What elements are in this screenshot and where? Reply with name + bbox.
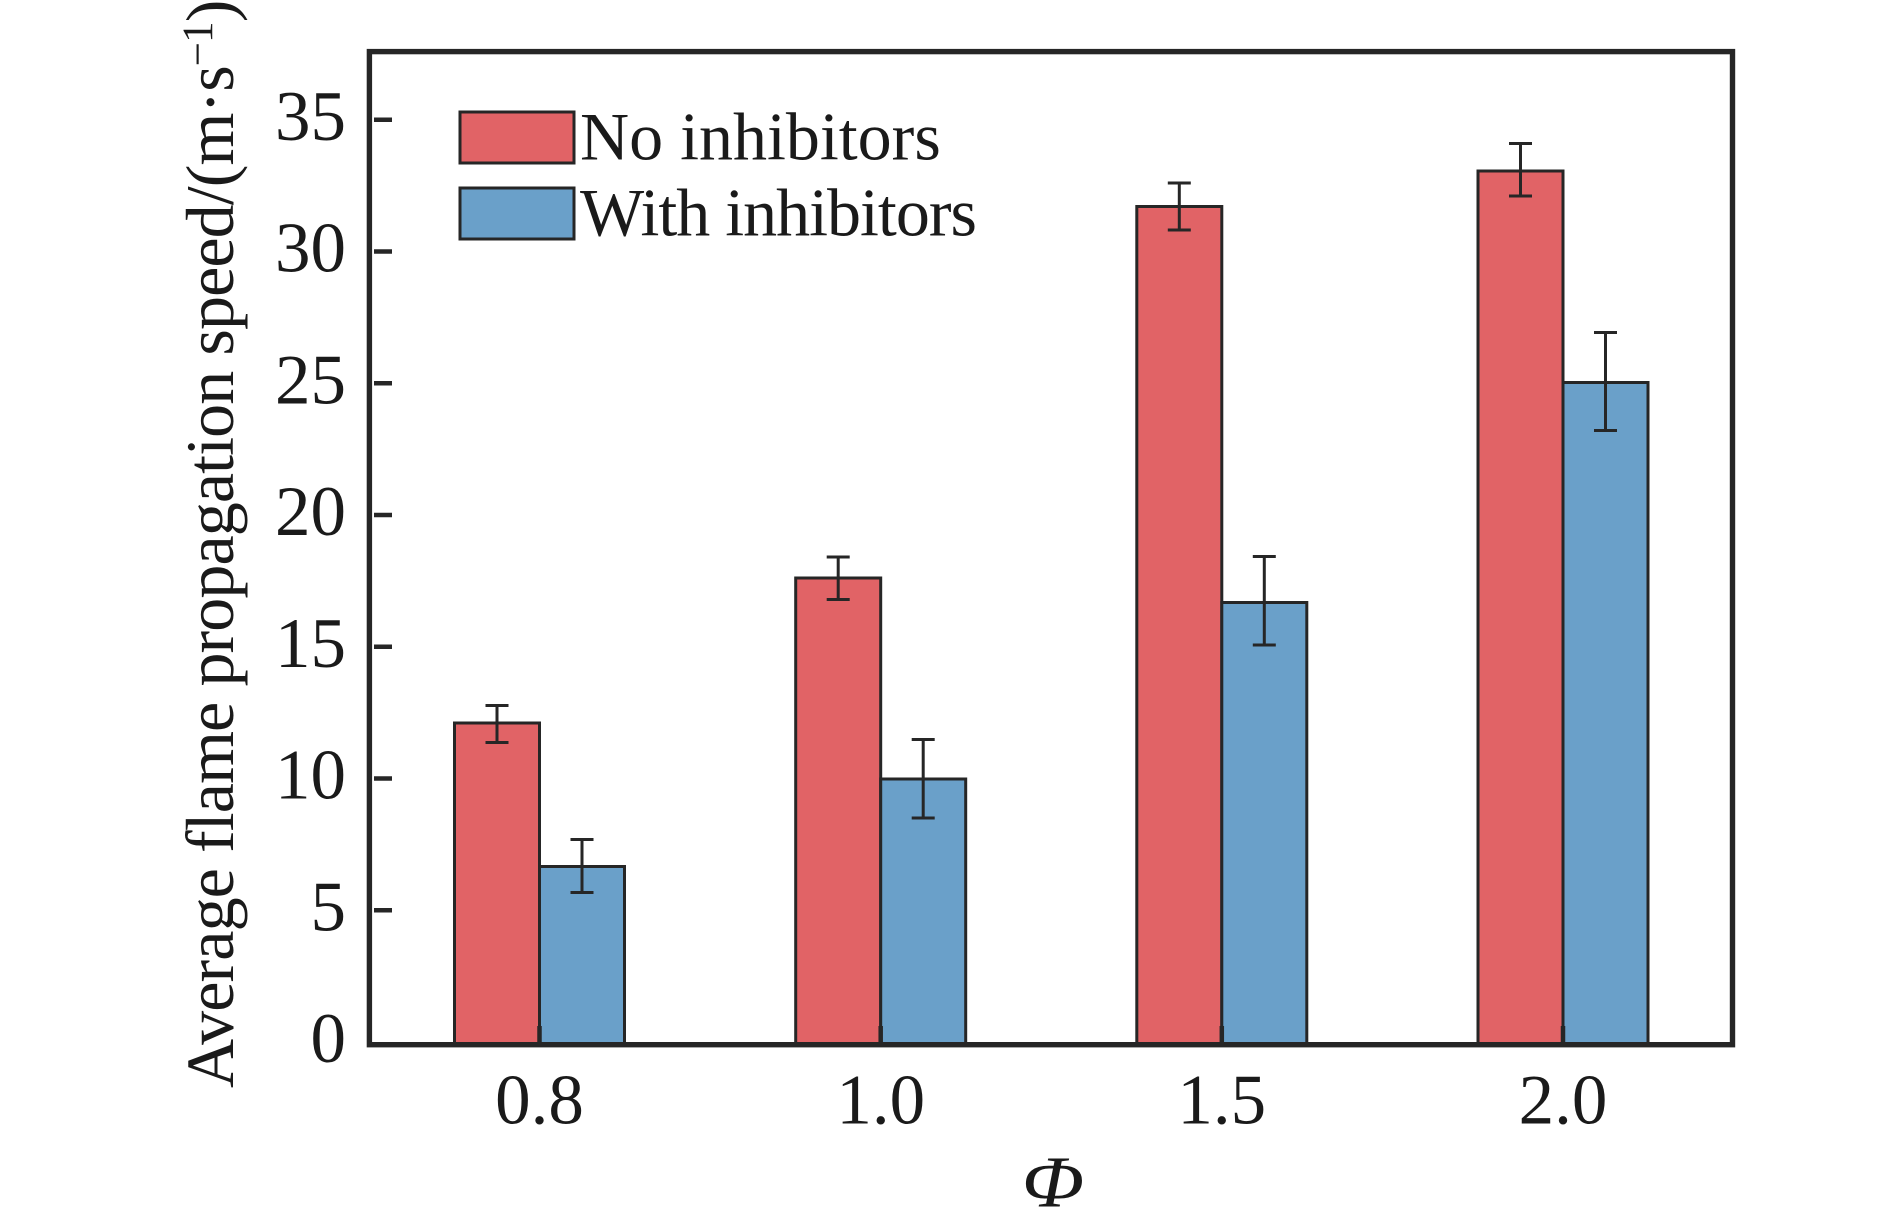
svg-text:25: 25	[275, 341, 346, 419]
svg-text:10: 10	[275, 737, 346, 815]
svg-text:No inhibitors: No inhibitors	[580, 99, 941, 175]
svg-text:0: 0	[311, 1000, 347, 1078]
svg-text:1.5: 1.5	[1177, 1062, 1266, 1140]
svg-text:5: 5	[311, 868, 347, 946]
svg-text:2.0: 2.0	[1519, 1062, 1608, 1140]
svg-text:15: 15	[275, 605, 346, 683]
svg-text:0.8: 0.8	[495, 1062, 584, 1140]
svg-text:30: 30	[275, 210, 346, 288]
svg-text:Φ: Φ	[1022, 1142, 1084, 1219]
svg-text:With inhibitors: With inhibitors	[580, 175, 976, 251]
svg-text:35: 35	[275, 78, 346, 156]
svg-text:20: 20	[275, 473, 346, 551]
svg-text:1.0: 1.0	[836, 1062, 925, 1140]
svg-text:Average flame propagation spee: Average flame propagation speed/(m·s−1)	[172, 0, 248, 1088]
